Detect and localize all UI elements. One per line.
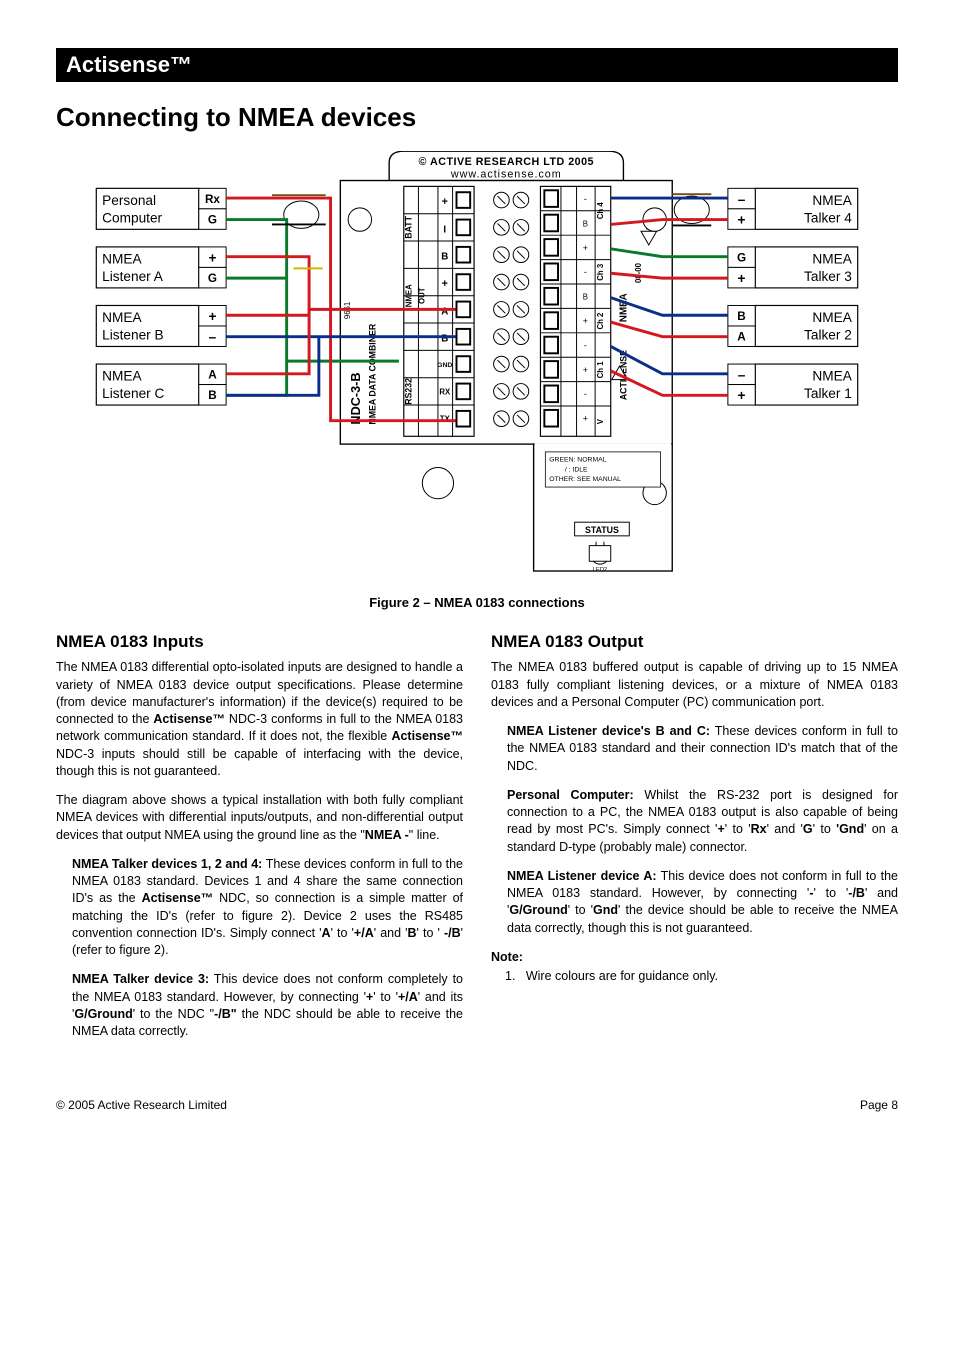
svg-text:A: A <box>208 369 217 382</box>
svg-text:+: + <box>583 365 588 375</box>
svg-text:Listener B: Listener B <box>102 328 164 343</box>
outputs-p2: NMEA Listener device's B and C: These de… <box>507 723 898 775</box>
svg-text:NMEA: NMEA <box>812 252 852 267</box>
batt-label: BATT <box>404 215 414 238</box>
svg-text:NDC-3-B: NDC-3-B <box>349 372 363 424</box>
svg-text:G: G <box>737 252 746 265</box>
page-footer: © 2005 Active Research Limited Page 8 <box>56 1098 898 1112</box>
pcb-url: www.actisense.com <box>450 169 562 181</box>
brand-bar: Actisense™ <box>56 48 898 82</box>
svg-text:+: + <box>208 309 216 324</box>
svg-text:TX: TX <box>440 415 451 424</box>
footer-page: Page 8 <box>860 1098 898 1112</box>
svg-text:–: – <box>738 368 746 383</box>
svg-text:+: + <box>583 243 588 253</box>
rs232-label: RS232 <box>404 378 414 405</box>
right-terminal-block: Ch 4 Ch 3 Ch 2 Ch 1 V - B + - B + - + - … <box>540 186 610 436</box>
note-heading: Note: <box>491 949 898 966</box>
svg-text:OUT: OUT <box>417 287 426 304</box>
svg-text:-: - <box>584 267 587 277</box>
right-devices: NMEA Talker 4 – + NMEA Talker 3 G + NMEA… <box>728 188 858 405</box>
note-1: 1. Wire colours are for guidance only. <box>505 968 898 985</box>
svg-text:V: V <box>596 418 605 424</box>
svg-text:NMEA: NMEA <box>102 252 142 267</box>
wiring-diagram: © ACTIVE RESEARCH LTD 2005 www.actisense… <box>56 151 898 581</box>
svg-text:B: B <box>583 219 588 228</box>
svg-text:NMEA: NMEA <box>618 293 629 322</box>
inputs-p2: The diagram above shows a typical instal… <box>56 792 463 844</box>
svg-text:NMEA: NMEA <box>102 310 142 325</box>
svg-text:-: - <box>584 340 587 350</box>
svg-text:Talker 3: Talker 3 <box>804 269 852 284</box>
page-title: Connecting to NMEA devices <box>56 102 898 133</box>
svg-text:GREEN: NORMAL: GREEN: NORMAL <box>549 457 606 464</box>
figure-caption: Figure 2 – NMEA 0183 connections <box>56 595 898 610</box>
svg-text:GND: GND <box>437 362 452 369</box>
footer-copyright: © 2005 Active Research Limited <box>56 1098 227 1112</box>
pc-label-1: Personal <box>102 193 156 208</box>
left-devices: Personal Computer Rx G NMEA Listener A +… <box>96 188 226 405</box>
svg-text:LED2: LED2 <box>593 567 608 573</box>
svg-text:–: – <box>209 330 217 345</box>
svg-text:Ch 3: Ch 3 <box>596 263 605 281</box>
svg-text:+: + <box>208 251 216 266</box>
content-columns: NMEA 0183 Inputs The NMEA 0183 different… <box>56 630 898 1052</box>
svg-text:Talker 4: Talker 4 <box>804 211 852 226</box>
svg-text:+: + <box>738 388 746 403</box>
svg-text:A: A <box>737 331 746 344</box>
outputs-p4: NMEA Listener device A: This device does… <box>507 868 898 937</box>
svg-text:+: + <box>738 212 746 227</box>
outputs-p1: The NMEA 0183 buffered output is capable… <box>491 659 898 711</box>
left-terminal-block: BATT NMEA OUT RS232 + I B + A B GND RX T… <box>404 186 474 436</box>
svg-text:B: B <box>583 293 588 302</box>
outputs-p3: Personal Computer: Whilst the RS-232 por… <box>507 787 898 856</box>
svg-text:B: B <box>441 252 448 263</box>
svg-text:+: + <box>442 196 448 208</box>
svg-text:OTHER: SEE MANUAL: OTHER: SEE MANUAL <box>549 476 621 483</box>
svg-text:NMEA: NMEA <box>812 369 852 384</box>
inputs-column: NMEA 0183 Inputs The NMEA 0183 different… <box>56 630 463 1052</box>
outputs-heading: NMEA 0183 Output <box>491 630 898 653</box>
svg-text:/ : IDLE: / : IDLE <box>565 466 588 473</box>
svg-text:Talker 1: Talker 1 <box>804 386 852 401</box>
svg-text:STATUS: STATUS <box>585 525 619 535</box>
svg-text:B: B <box>737 310 745 323</box>
svg-text:+: + <box>583 414 588 424</box>
svg-text:I: I <box>443 224 446 235</box>
inputs-heading: NMEA 0183 Inputs <box>56 630 463 653</box>
svg-text:B: B <box>441 334 448 345</box>
svg-text:NMEA: NMEA <box>812 193 852 208</box>
svg-text:Ch 4: Ch 4 <box>596 202 605 220</box>
svg-text:B: B <box>208 389 216 402</box>
outputs-column: NMEA 0183 Output The NMEA 0183 buffered … <box>491 630 898 1052</box>
svg-text:Talker 2: Talker 2 <box>804 328 852 343</box>
pcb-copyright: © ACTIVE RESEARCH LTD 2005 <box>419 156 594 168</box>
inputs-p4: NMEA Talker device 3: This device does n… <box>72 971 463 1040</box>
inputs-p1: The NMEA 0183 differential opto-isolated… <box>56 659 463 780</box>
svg-text:Ch 2: Ch 2 <box>596 312 605 330</box>
inputs-p3: NMEA Talker devices 1, 2 and 4: These de… <box>72 856 463 960</box>
svg-text:+: + <box>738 271 746 286</box>
svg-text:Rx: Rx <box>205 193 220 206</box>
svg-text:RX: RX <box>439 387 451 396</box>
svg-text:A: A <box>441 306 448 317</box>
svg-text:NMEA: NMEA <box>102 369 142 384</box>
svg-text:NMEA: NMEA <box>812 310 852 325</box>
svg-text:Listener C: Listener C <box>102 386 164 401</box>
svg-text:G: G <box>208 213 217 226</box>
svg-text:-: - <box>584 194 587 204</box>
svg-text:NMEA DATA COMBINER: NMEA DATA COMBINER <box>367 323 377 424</box>
brand-text: Actisense™ <box>66 52 192 77</box>
svg-text:–: – <box>738 192 746 207</box>
svg-text:+: + <box>583 316 588 326</box>
nmea-out-label: NMEA <box>405 284 414 307</box>
svg-text:Computer: Computer <box>102 211 162 226</box>
svg-text:G: G <box>208 272 217 285</box>
svg-text:Listener A: Listener A <box>102 269 164 284</box>
svg-text:Ch 1: Ch 1 <box>596 361 605 379</box>
svg-text:08-00: 08-00 <box>634 262 643 283</box>
svg-text:+: + <box>442 278 448 290</box>
svg-text:-: - <box>584 389 587 399</box>
